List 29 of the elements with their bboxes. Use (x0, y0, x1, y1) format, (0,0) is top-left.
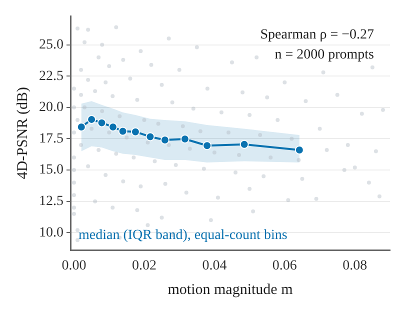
point (294, 146, 304, 155)
y-tick-label: 12.5 (39, 194, 64, 210)
y-tick-label: 20.0 (39, 100, 64, 116)
x-tick-label: 0.08 (342, 258, 368, 274)
y-tick-label: 25.0 (39, 37, 64, 52)
x-axis-title: motion magnitude m (168, 282, 294, 298)
point (87, 114, 96, 124)
text: median (IQR band), equal-count bins (78, 228, 288, 243)
point (180, 134, 190, 144)
x-tick-label: 0.00 (62, 258, 86, 274)
y-tick-label: 15.0 (39, 162, 64, 178)
point (160, 135, 170, 144)
y-tick-label: 10.0 (39, 225, 64, 240)
point (202, 141, 212, 150)
y-tick-label: 22.5 (39, 68, 64, 84)
point (97, 118, 106, 128)
point (146, 132, 155, 142)
point (76, 122, 86, 132)
point (108, 122, 118, 132)
x-tick-label: 0.02 (132, 258, 156, 274)
point (118, 126, 128, 136)
point (130, 127, 140, 136)
x-tick-label: 0.04 (202, 258, 227, 274)
y-axis-title: 4D-PSNR (dB) (14, 87, 31, 180)
point (240, 140, 249, 149)
annotation: n = 2000 prompts (274, 48, 374, 63)
y-tick-label: 17.5 (39, 131, 64, 146)
x-tick-label: 0.06 (272, 258, 297, 274)
annotation: Spearman ρ = −0.27 (260, 28, 374, 43)
